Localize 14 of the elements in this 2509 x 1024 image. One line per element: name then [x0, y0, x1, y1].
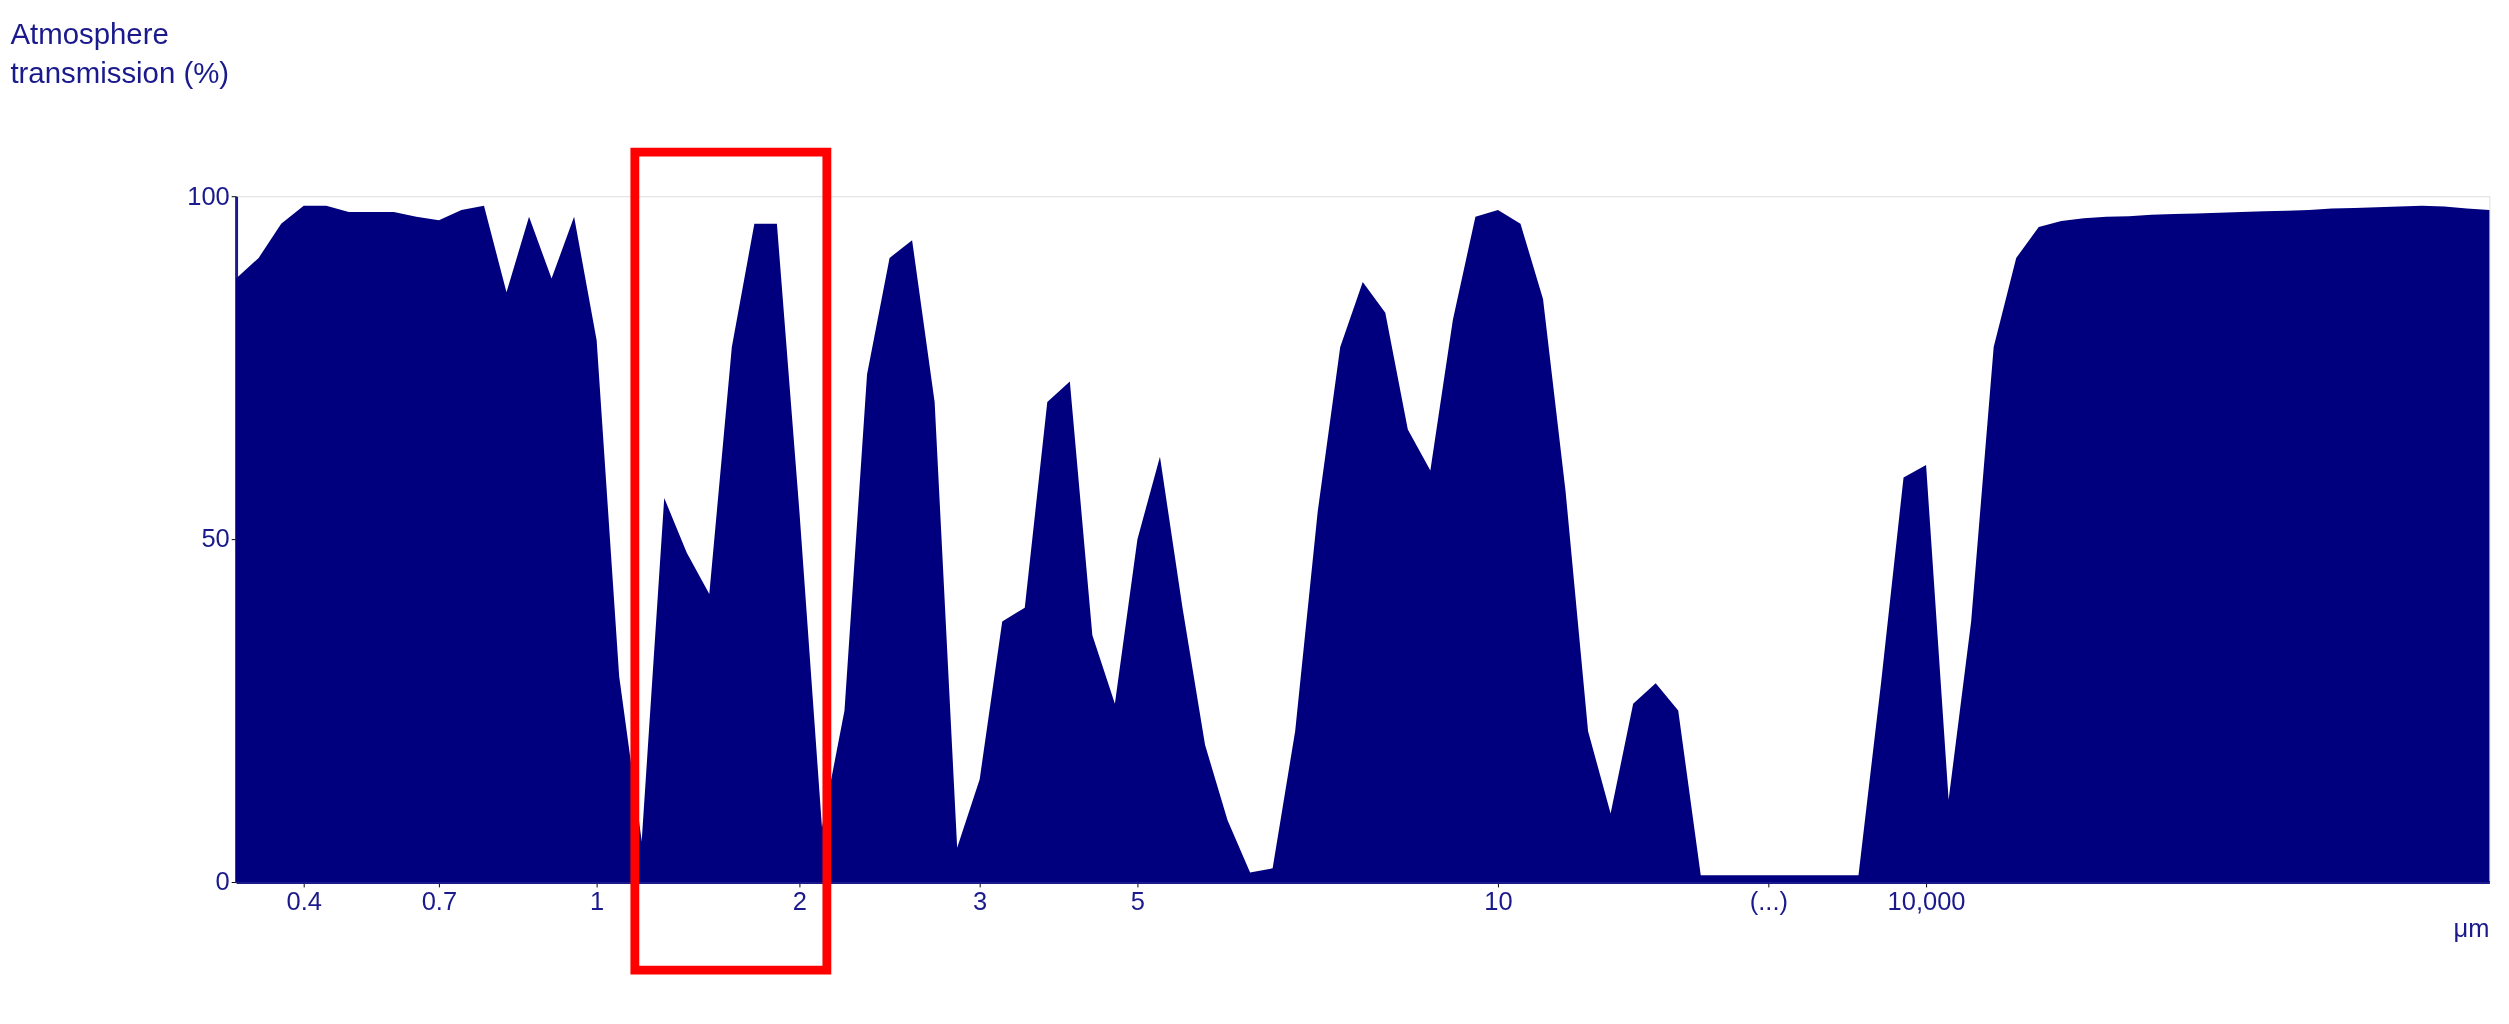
x-tick-label: 10,000 — [1887, 886, 1966, 915]
x-tick-label: (...) — [1749, 886, 1788, 915]
x-tick-label: 5 — [1130, 886, 1145, 915]
x-tick-label: 2 — [792, 886, 808, 915]
y-tick-label: 50 — [201, 524, 230, 553]
x-tick-label: 0.4 — [286, 886, 322, 915]
y-tick-label: 0 — [215, 867, 230, 896]
x-tick-label: 3 — [973, 886, 988, 915]
x-tick-label: 0.7 — [421, 886, 458, 915]
x-axis-title: μm — [2453, 913, 2490, 942]
x-tick-label: 1 — [590, 886, 605, 915]
x-tick-label: 10 — [1484, 886, 1513, 915]
y-axis-title: Atmosphere transmission (%) — [10, 16, 230, 90]
y-tick-label: 100 — [187, 181, 230, 210]
